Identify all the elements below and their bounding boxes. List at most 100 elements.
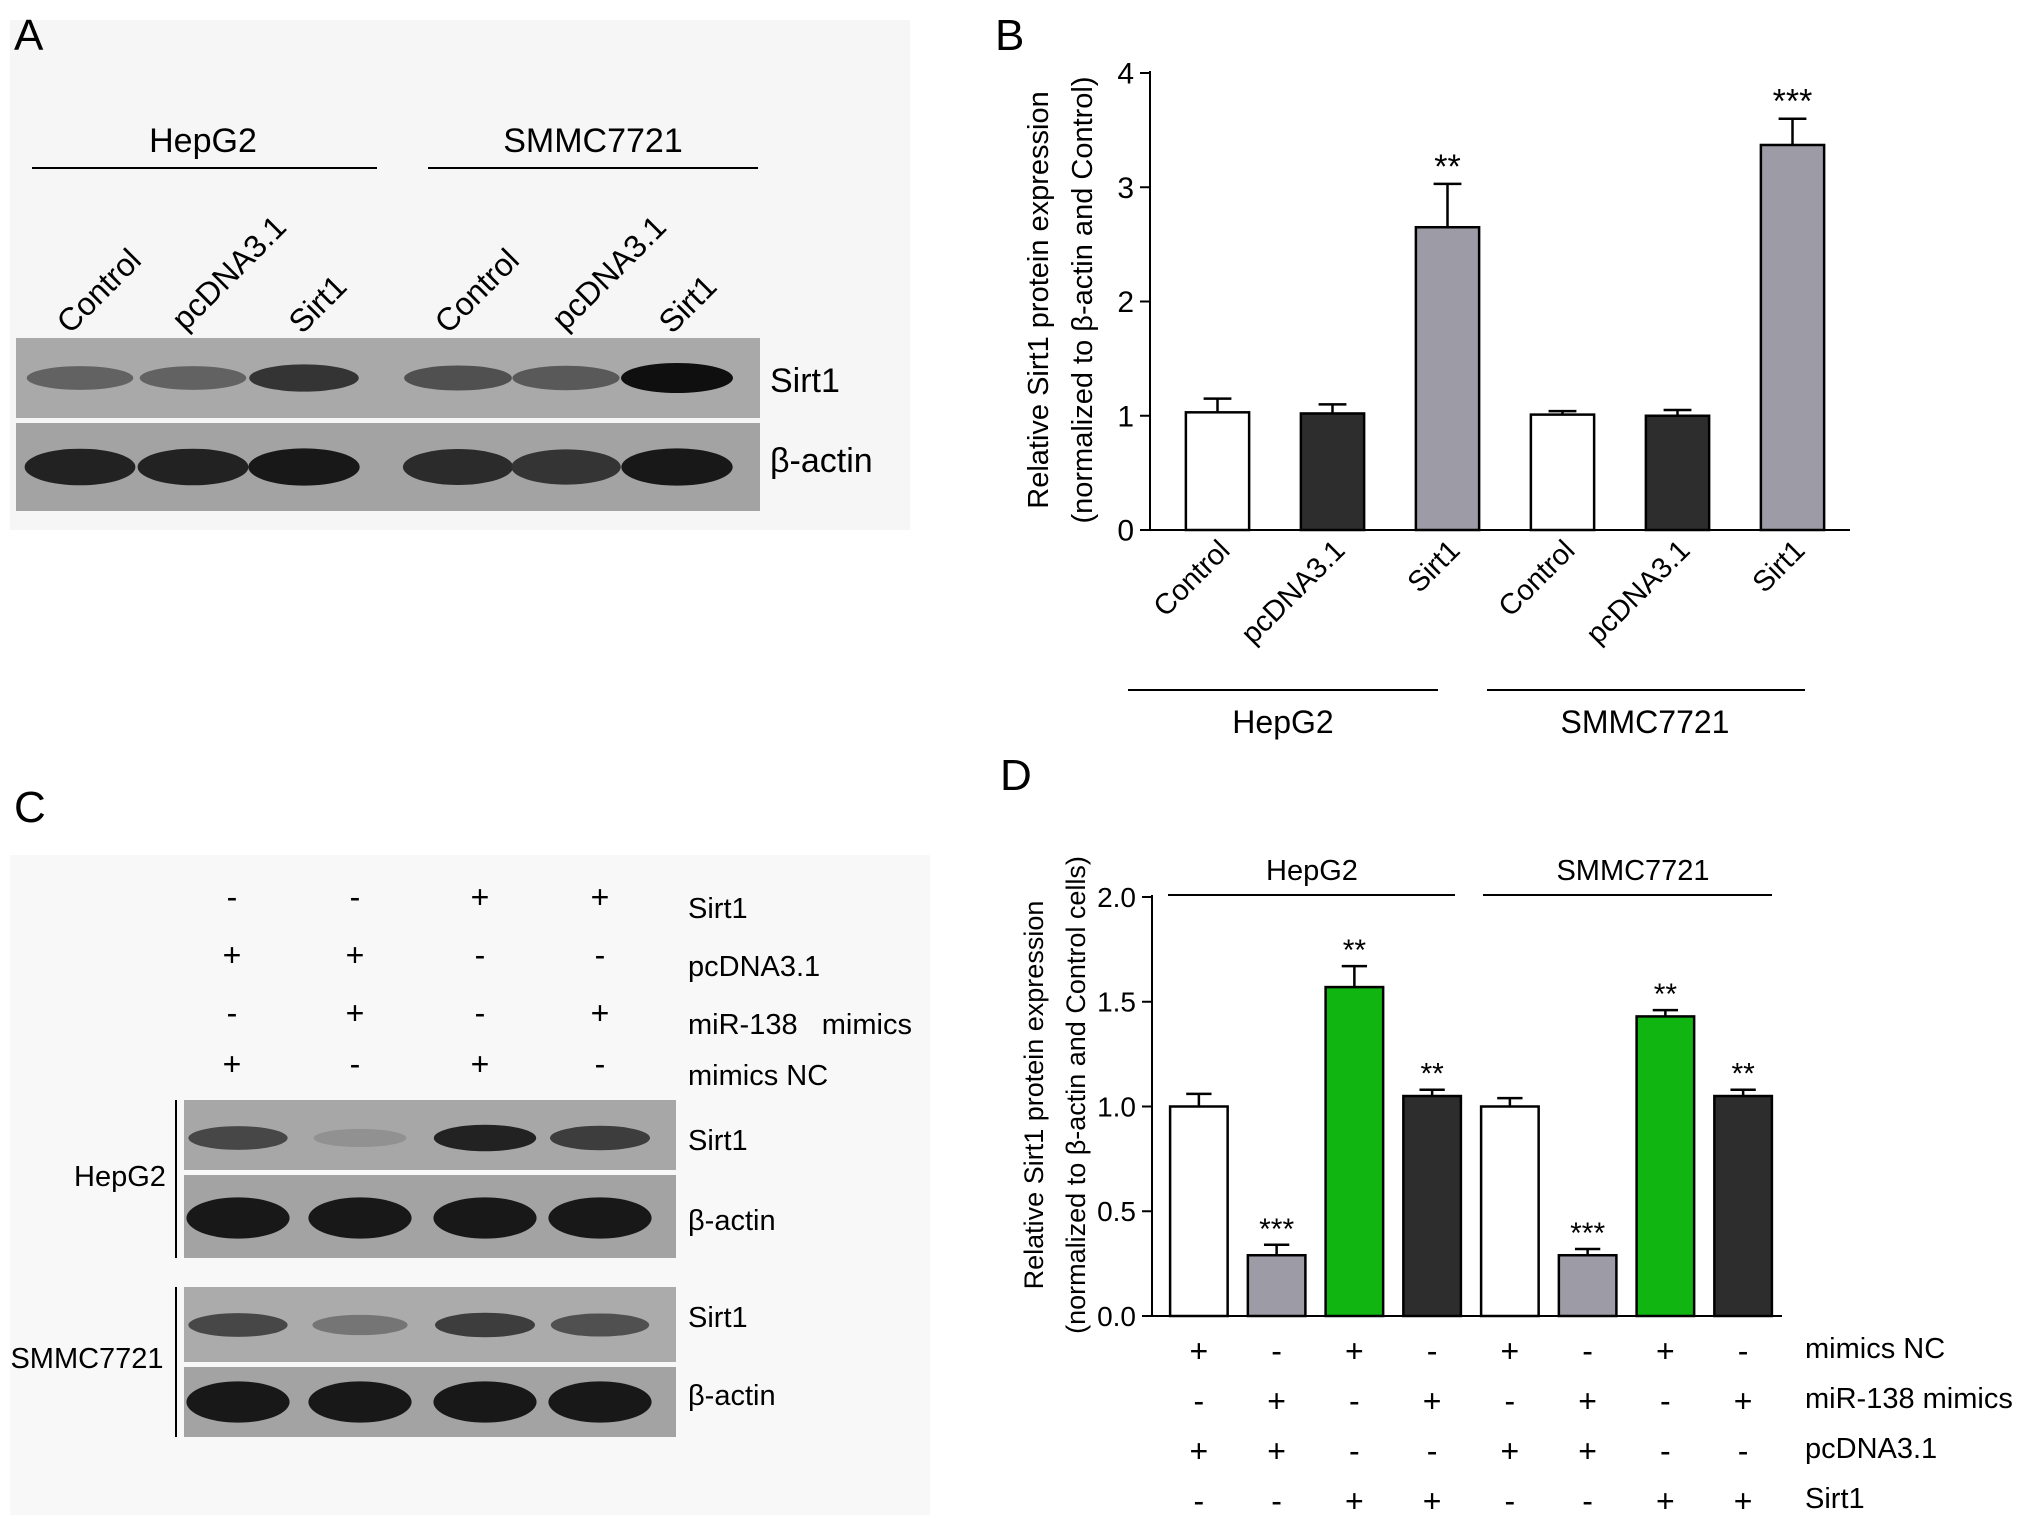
treatment-sign: +: [1734, 1483, 1753, 1519]
blot-band: [548, 1197, 652, 1239]
treatment-sign: +: [1345, 1483, 1364, 1519]
blot-band: [433, 1381, 537, 1423]
y-tick-label: 0.0: [1097, 1301, 1136, 1332]
blot-band: [433, 1124, 537, 1152]
treatment-matrix: + - + - + - + - - + - + - + - + + + - - + + - - - - + + - - + +: [1190, 1333, 1753, 1519]
y-tick-label: 1.5: [1097, 987, 1136, 1018]
treatment-sign: -: [1582, 1483, 1593, 1519]
treatment-sign: -: [1738, 1333, 1749, 1369]
y-axis-title: Relative Sirt1 protein expression: [1023, 91, 1055, 508]
treatment-sign: +: [1190, 1333, 1209, 1369]
treatment-sign: -: [1194, 1483, 1205, 1519]
treatment-sign: +: [591, 995, 610, 1031]
blot-band: [435, 1312, 535, 1338]
row-label-beta-actin: β-actin: [688, 1380, 776, 1412]
treatment-sign: +: [1656, 1483, 1675, 1519]
bar-chart-d: 0.00.51.01.52.0**************: [1097, 882, 1782, 1332]
cell-line-label-hepg2: HepG2: [74, 1161, 166, 1193]
treatment-sign: +: [1267, 1383, 1286, 1419]
significance-label: ***: [1570, 1217, 1605, 1250]
y-axis-title: Relative Sirt1 protein expression: [1019, 901, 1049, 1290]
blot-bands: [186, 1124, 652, 1423]
significance-label: ***: [1259, 1213, 1294, 1246]
treatment-label-pcdna3: pcDNA3.1: [688, 951, 820, 983]
treatment-sign: -: [227, 879, 238, 915]
treatment-sign: -: [1194, 1383, 1205, 1419]
treatment-sign: -: [1660, 1433, 1671, 1469]
treatment-sign: +: [223, 937, 242, 973]
bar: [1246, 1253, 1307, 1318]
treatment-sign: +: [1578, 1383, 1597, 1419]
treatment-sign: +: [1501, 1333, 1520, 1369]
blot-band: [308, 1381, 412, 1423]
treatment-sign: -: [475, 937, 486, 973]
blot-band: [550, 1125, 650, 1151]
y-axis-subtitle: (normalized to β-actin and Control): [1067, 76, 1099, 523]
y-axis-subtitle: (normalized to β-actin and Control cells…: [1061, 856, 1091, 1334]
blot-band: [188, 1126, 288, 1150]
bar: [1299, 412, 1366, 532]
treatment-sign: +: [1734, 1383, 1753, 1419]
blot-band: [188, 1313, 288, 1337]
treatment-sign: +: [223, 1046, 242, 1082]
panel-c: C - - + + + + - - - + - + + - + - Sirt1 pcDNA3.1 miR-13…: [10, 783, 930, 1515]
treatment-sign: -: [1582, 1333, 1593, 1369]
treatment-sign: -: [227, 995, 238, 1031]
treatment-sign: -: [1660, 1383, 1671, 1419]
blot-band: [137, 448, 249, 486]
treatment-sign: +: [1656, 1333, 1675, 1369]
blot-band: [139, 366, 247, 390]
blot-band: [550, 1313, 650, 1337]
blot-band: [186, 1197, 290, 1239]
treatment-sign: +: [1423, 1483, 1442, 1519]
treatment-label-sirt1: Sirt1: [1805, 1483, 1865, 1515]
y-tick-label: 0: [1117, 515, 1134, 548]
group-label-smmc7721: SMMC7721: [1556, 855, 1709, 887]
treatment-sign: +: [1267, 1433, 1286, 1469]
row-label-sirt1: Sirt1: [770, 362, 840, 400]
blot-band: [249, 364, 359, 392]
panel-a: A HepG2 SMMC7721 Control pcDNA3.1 Sirt1 …: [10, 11, 910, 530]
treatment-sign: +: [346, 995, 365, 1031]
panel-letter-d: D: [1000, 751, 1032, 800]
panel-d: D Relative Sirt1 protein expression (nor…: [1000, 751, 2013, 1519]
treatment-sign: -: [475, 995, 486, 1031]
blot-band: [621, 363, 733, 393]
treatment-sign: -: [1738, 1433, 1749, 1469]
treatment-label-mir138-mimics: miR-138 mimics: [688, 1009, 912, 1041]
bar: [1644, 414, 1711, 532]
bar: [1414, 225, 1481, 532]
blot-band: [433, 1197, 537, 1239]
treatment-sign: +: [1423, 1383, 1442, 1419]
cell-line-label-hepg2: HepG2: [149, 122, 257, 160]
row-label-beta-actin: β-actin: [688, 1205, 776, 1237]
bar: [1713, 1094, 1774, 1318]
treatment-label-mimics-nc: mimics NC: [688, 1060, 828, 1092]
treatment-sign: +: [1345, 1333, 1364, 1369]
treatment-sign: -: [1349, 1383, 1360, 1419]
treatment-sign: -: [1271, 1333, 1282, 1369]
y-tick-label: 1: [1117, 400, 1134, 433]
treatment-sign: +: [471, 1046, 490, 1082]
treatment-sign: +: [1190, 1433, 1209, 1469]
y-tick-label: 1.0: [1097, 1091, 1136, 1122]
significance-label: **: [1420, 1058, 1444, 1091]
treatment-label-pcdna3: pcDNA3.1: [1805, 1433, 1937, 1465]
bar: [1479, 1105, 1540, 1318]
treatment-sign: +: [471, 879, 490, 915]
treatment-sign: -: [1271, 1483, 1282, 1519]
treatment-sign: +: [346, 937, 365, 973]
treatment-label-mimics-nc: mimics NC: [1805, 1333, 1945, 1365]
cell-line-label-smmc7721: SMMC7721: [503, 122, 683, 160]
significance-label: **: [1654, 978, 1678, 1011]
bar: [1402, 1094, 1463, 1318]
treatment-sign: -: [1427, 1333, 1438, 1369]
significance-label: **: [1731, 1058, 1755, 1091]
cell-line-label-smmc7721: SMMC7721: [10, 1343, 163, 1375]
blot-band: [402, 449, 514, 485]
treatment-sign: -: [1505, 1383, 1516, 1419]
bar: [1759, 143, 1826, 532]
blot-band: [186, 1381, 290, 1423]
blot-band: [404, 365, 512, 391]
